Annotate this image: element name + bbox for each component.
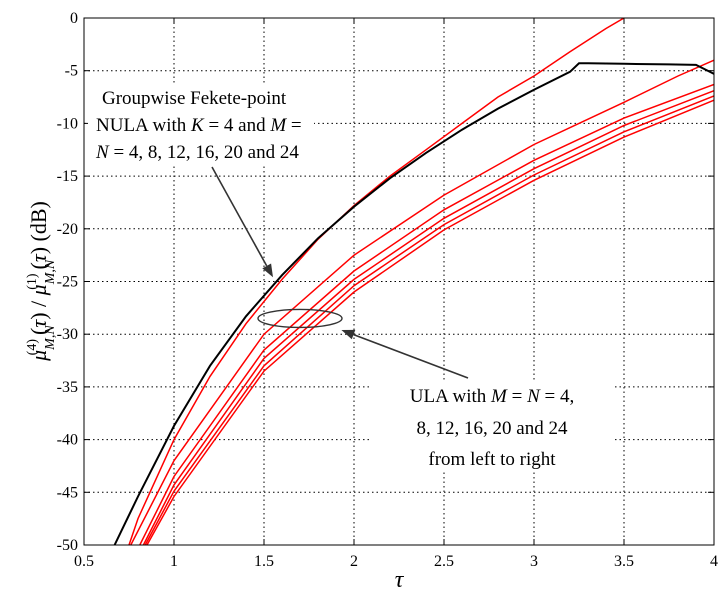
x-tick-label: 1.5 xyxy=(254,553,274,570)
y-tick-label: -15 xyxy=(57,168,78,185)
x-tick-label: 0.5 xyxy=(74,553,94,570)
ticks xyxy=(83,17,715,546)
annotation-nula-line-2: NULA with K = 4 and M = xyxy=(96,115,302,136)
annotation-ula-line-1: ULA with M = N = 4, xyxy=(410,386,574,407)
annotation-nula-arrowhead xyxy=(262,263,273,278)
annotation-ula-line-3: from left to right xyxy=(428,449,556,470)
y-tick-label: -35 xyxy=(57,379,78,396)
ula-series-line-1 xyxy=(128,18,625,545)
y-tick-label: -30 xyxy=(57,326,78,343)
annotation-nula-line-1: Groupwise Fekete-point xyxy=(102,88,287,109)
ula-series-line-2 xyxy=(130,59,714,545)
annotation-ula-arrow xyxy=(353,333,469,379)
svg-text:μM,N(4)(τ) / μM,N(1)(τ) (dB: μM,N(4)(τ) / μM,N(1)(τ) (dB) xyxy=(25,201,58,362)
annotation-nula: Groupwise Fekete-point NULA with K = 4 a… xyxy=(88,84,314,278)
x-axis-label: τ xyxy=(395,567,405,593)
y-tick-label: -40 xyxy=(57,432,78,449)
annotation-ula-background xyxy=(372,380,612,472)
annotation-ula: ULA with M = N = 4, 8, 12, 16, 20 and 24… xyxy=(257,308,612,472)
y-tick-label: -10 xyxy=(57,115,78,132)
y-tick-label: -20 xyxy=(57,221,78,238)
ula-series-line-3 xyxy=(139,83,714,545)
nula-series-line-0 xyxy=(113,62,714,545)
y-tick-label: 0 xyxy=(70,10,78,27)
y-tick-label: -45 xyxy=(57,484,78,501)
y-tick-label: -5 xyxy=(65,63,78,80)
annotation-ula-ellipse xyxy=(257,308,343,329)
x-tick-label: 3.5 xyxy=(614,553,634,570)
tick-labels: 0.5 1 1.5 2 2.5 3 3.5 4-50-45-40-35-30-25-20-15… xyxy=(57,10,718,570)
x-tick-label: 2 xyxy=(350,553,358,570)
y-axis-label: μM,N(4)(τ) / μM,N(1)(τ) (dB) xyxy=(25,201,58,362)
y-tick-label: -50 xyxy=(57,537,78,554)
annotation-nula-line-3: N = 4, 8, 12, 16, 20 and 24 xyxy=(95,142,299,163)
y-tick-label: -25 xyxy=(57,274,78,291)
x-tick-label: 1 xyxy=(170,553,178,570)
annotation-ula-line-2: 8, 12, 16, 20 and 24 xyxy=(417,418,568,439)
annotation-ula-arrowhead xyxy=(341,329,356,340)
x-tick-label: 3 xyxy=(530,553,538,570)
ula-series-line-4 xyxy=(142,90,714,545)
x-tick-label: 2.5 xyxy=(434,553,454,570)
x-tick-label: 4 xyxy=(710,553,718,570)
annotation-nula-background xyxy=(88,84,314,164)
annotation-nula-arrow xyxy=(211,166,268,267)
ula-series-line-5 xyxy=(144,95,714,545)
series-layer xyxy=(113,18,714,545)
ula-series-line-6 xyxy=(146,99,714,545)
y-axis-unit: (dB) xyxy=(26,201,51,241)
